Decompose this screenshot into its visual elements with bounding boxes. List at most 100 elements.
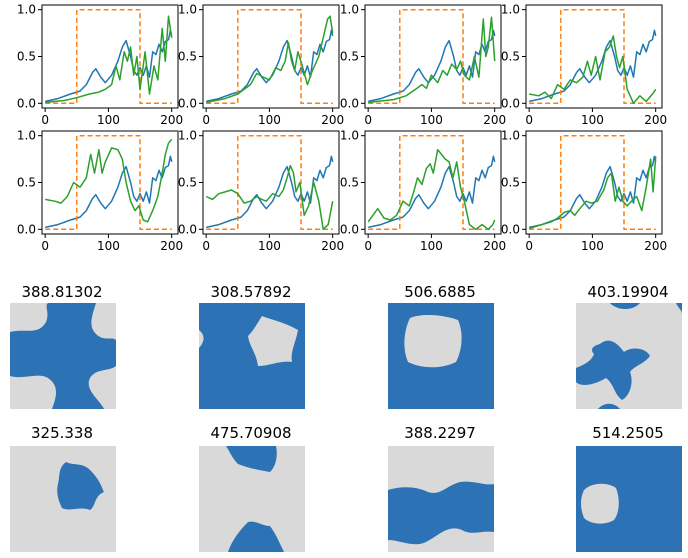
image-title: 388.2297 [404,424,476,442]
image-title: 403.19904 [587,283,668,301]
image-title: 475.70908 [210,424,291,442]
x-tick-label: 0 [525,239,533,253]
y-tick-label: 1.0 [501,3,520,17]
y-tick-label: 1.0 [178,129,197,143]
line-plot-panel: 0 100 200 0.0 0.5 1.0 [501,3,667,127]
y-tick-label: 0.0 [501,222,520,236]
y-tick-label: 0.5 [17,176,36,190]
series-green [367,148,496,231]
image-title: 325.338 [31,424,93,442]
series-orange [529,134,656,231]
x-tick-label: 0 [41,113,49,127]
image-title: 388.81302 [21,283,102,301]
series-green [368,16,496,104]
y-tick-label: 1.0 [340,129,359,143]
x-tick-label: 100 [258,113,281,127]
series-blue [529,155,657,229]
y-tick-label: 1.0 [17,3,36,17]
y-tick-label: 0.5 [17,50,36,64]
axes-frame [525,130,663,235]
axes-frame [202,130,340,235]
y-tick-label: 0.0 [501,96,520,110]
series-blue [368,155,496,229]
y-tick-label: 0.5 [501,50,520,64]
y-tick-label: 0.5 [178,50,197,64]
series-blue [206,155,334,229]
y-tick-label: 0.0 [178,96,197,110]
series-orange [368,134,495,231]
x-tick-label: 200 [644,113,667,127]
line-plot-panel: 0 100 200 0.0 0.5 1.0 [17,3,183,127]
series-green [206,15,334,104]
x-tick-label: 0 [364,113,372,127]
series-blue [529,29,657,103]
design-image [199,446,305,552]
y-tick-label: 0.5 [501,176,520,190]
x-tick-label: 200 [644,239,667,253]
axes-frame [41,4,179,109]
design-image [576,446,682,552]
line-plot-panel: 0 100 200 0.0 0.5 1.0 [501,129,667,253]
series-blue [45,155,173,229]
x-tick-label: 200 [483,239,506,253]
axes-frame [41,130,179,235]
x-tick-label: 0 [525,113,533,127]
x-tick-label: 100 [581,239,604,253]
x-tick-label: 100 [97,239,120,253]
design-image [576,303,682,409]
series-green [45,138,173,223]
design-image [388,303,494,409]
x-tick-label: 100 [258,239,281,253]
x-tick-label: 0 [364,239,372,253]
y-tick-label: 0.0 [17,222,36,236]
series-green [529,35,657,105]
x-tick-label: 200 [483,113,506,127]
y-tick-label: 0.0 [178,222,197,236]
x-tick-label: 100 [420,113,443,127]
x-tick-label: 100 [420,239,443,253]
y-tick-label: 1.0 [501,129,520,143]
line-plot-panel: 0 100 200 0.0 0.5 1.0 [340,129,506,253]
series-orange [529,8,656,105]
series-green [205,164,334,231]
line-plot-panel: 0 100 200 0.0 0.5 1.0 [17,129,183,253]
series-green [528,156,657,230]
series-orange [45,134,172,231]
y-tick-label: 0.0 [340,222,359,236]
x-tick-label: 200 [160,239,183,253]
x-tick-label: 200 [160,113,183,127]
design-image [10,446,116,552]
y-tick-label: 1.0 [17,129,36,143]
series-green [45,15,173,104]
y-tick-label: 0.0 [17,96,36,110]
x-tick-label: 0 [202,239,210,253]
image-grid: 388.81302 308.57892 506.6885 403.19904 3… [10,283,682,552]
line-plot-panel: 0 100 200 0.0 0.5 1.0 [178,3,344,127]
series-orange [368,8,495,105]
line-plot-panel: 0 100 200 0.0 0.5 1.0 [340,3,506,127]
x-tick-label: 0 [41,239,49,253]
series-blue [45,29,173,103]
y-tick-label: 1.0 [340,3,359,17]
x-tick-label: 200 [321,239,344,253]
y-tick-label: 1.0 [178,3,197,17]
design-image [10,303,116,409]
y-tick-label: 0.0 [340,96,359,110]
y-tick-label: 0.5 [340,176,359,190]
series-orange [206,134,333,231]
line-plot-panel: 0 100 200 0.0 0.5 1.0 [178,129,344,253]
y-tick-label: 0.5 [178,176,197,190]
design-image [199,303,305,409]
design-image [388,446,494,552]
image-title: 514.2505 [592,424,664,442]
image-title: 506.6885 [404,283,476,301]
series-blue [368,29,496,103]
x-tick-label: 0 [202,113,210,127]
y-tick-label: 0.5 [340,50,359,64]
x-tick-label: 100 [97,113,120,127]
image-title: 308.57892 [210,283,291,301]
series-orange [45,8,172,105]
x-tick-label: 200 [321,113,344,127]
